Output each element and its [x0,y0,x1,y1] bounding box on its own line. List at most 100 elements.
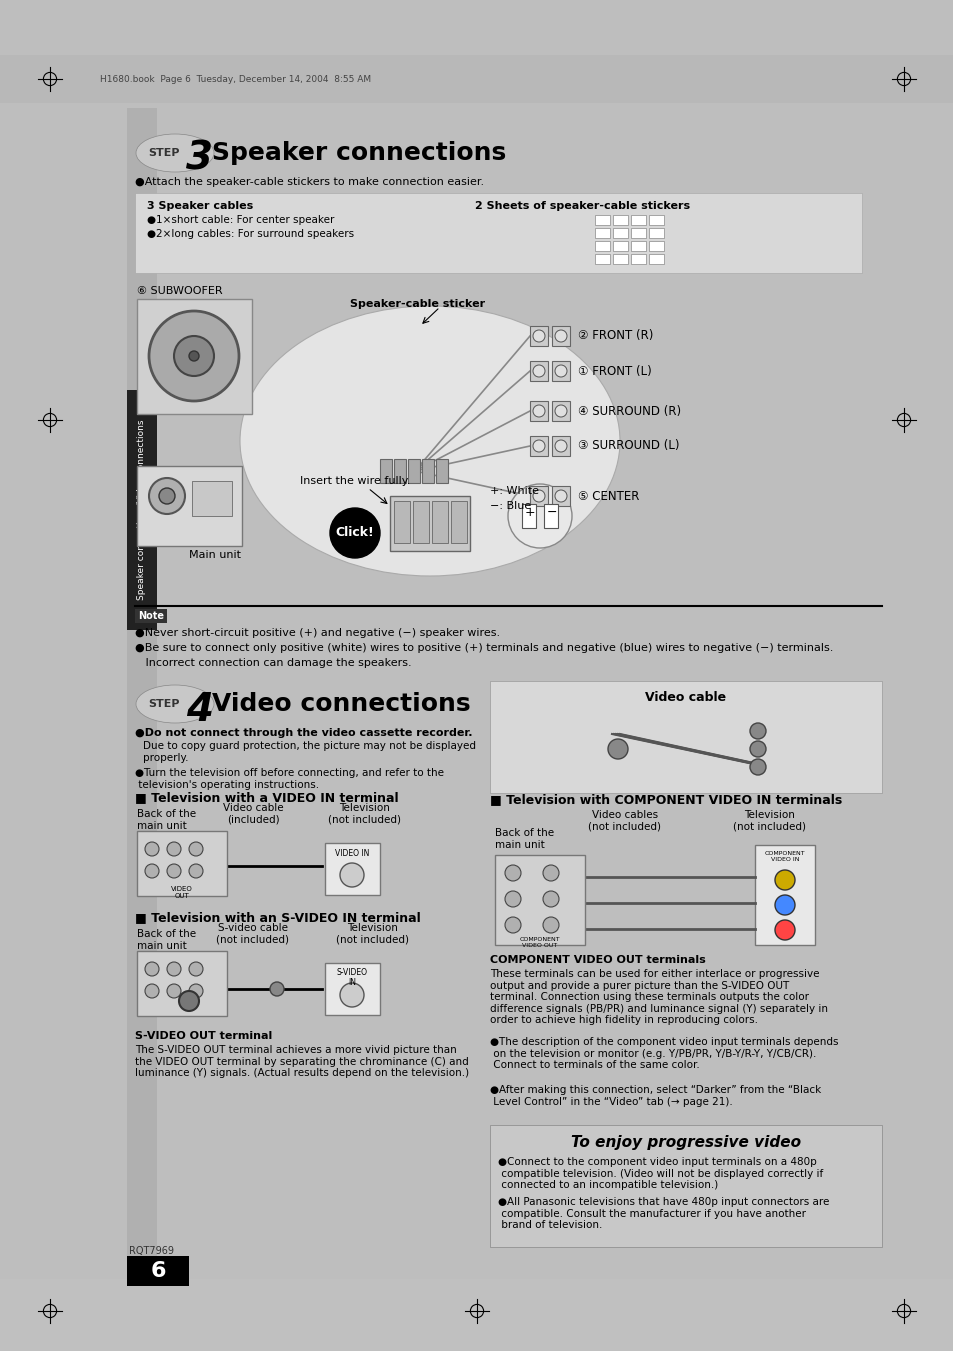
Text: Note: Note [138,611,164,621]
Circle shape [189,842,203,857]
FancyBboxPatch shape [127,390,157,630]
Text: ■ Television with a VIDEO IN terminal: ■ Television with a VIDEO IN terminal [135,790,398,804]
Circle shape [774,894,794,915]
FancyBboxPatch shape [379,459,392,484]
Text: ●The description of the component video input terminals depends
 on the televisi: ●The description of the component video … [490,1038,838,1070]
Text: 3: 3 [186,141,213,178]
FancyBboxPatch shape [595,228,609,238]
FancyBboxPatch shape [595,254,609,263]
Circle shape [749,740,765,757]
FancyBboxPatch shape [127,108,157,1271]
FancyBboxPatch shape [530,326,547,346]
Circle shape [555,405,566,417]
Circle shape [533,365,544,377]
Circle shape [542,865,558,881]
Circle shape [533,440,544,453]
FancyBboxPatch shape [432,501,448,543]
Text: S-video cable
(not included): S-video cable (not included) [216,923,289,944]
Text: properly.: properly. [143,753,189,763]
Text: ② FRONT (R): ② FRONT (R) [578,330,653,343]
FancyBboxPatch shape [436,459,448,484]
Text: Television
(not included): Television (not included) [328,802,401,824]
Text: Back of the
main unit: Back of the main unit [137,809,196,831]
Text: 4: 4 [186,690,213,730]
Circle shape [149,311,239,401]
Text: Incorrect connection can damage the speakers.: Incorrect connection can damage the spea… [135,658,411,667]
Text: Click!: Click! [335,527,374,539]
FancyBboxPatch shape [137,466,242,546]
FancyBboxPatch shape [648,254,663,263]
FancyBboxPatch shape [495,855,584,944]
Text: RQT7969: RQT7969 [129,1246,173,1256]
FancyBboxPatch shape [648,228,663,238]
Circle shape [270,982,284,996]
Text: ●After making this connection, select “Darker” from the “Black
 Level Control” i: ●After making this connection, select “D… [490,1085,821,1106]
FancyBboxPatch shape [648,240,663,251]
Circle shape [774,870,794,890]
Text: ●Connect to the component video input terminals on a 480p
 compatible television: ●Connect to the component video input te… [497,1156,822,1190]
Text: ●Turn the television off before connecting, and refer to the
 television's opera: ●Turn the television off before connecti… [135,767,443,789]
FancyBboxPatch shape [530,401,547,422]
FancyBboxPatch shape [451,501,467,543]
Circle shape [189,351,199,361]
Circle shape [542,892,558,907]
FancyBboxPatch shape [394,459,406,484]
Text: Due to copy guard protection, the picture may not be displayed: Due to copy guard protection, the pictur… [143,740,476,751]
FancyBboxPatch shape [530,361,547,381]
FancyBboxPatch shape [421,459,434,484]
Text: To enjoy progressive video: To enjoy progressive video [570,1135,801,1150]
Circle shape [145,962,159,975]
Text: −: − [546,505,557,519]
FancyBboxPatch shape [648,215,663,226]
Circle shape [167,962,181,975]
FancyBboxPatch shape [137,831,227,896]
Text: ③ SURROUND (L): ③ SURROUND (L) [578,439,679,453]
Text: Speaker connections/Video connections: Speaker connections/Video connections [137,420,147,600]
Circle shape [749,723,765,739]
Text: ④ SURROUND (R): ④ SURROUND (R) [578,404,680,417]
FancyBboxPatch shape [0,55,953,103]
Circle shape [189,865,203,878]
FancyBboxPatch shape [595,240,609,251]
FancyBboxPatch shape [137,299,252,413]
Circle shape [189,962,203,975]
FancyBboxPatch shape [630,215,645,226]
FancyBboxPatch shape [552,486,569,507]
Text: H1680.book  Page 6  Tuesday, December 14, 2004  8:55 AM: H1680.book Page 6 Tuesday, December 14, … [100,74,371,84]
Circle shape [555,330,566,342]
Ellipse shape [136,685,213,723]
FancyBboxPatch shape [754,844,814,944]
FancyBboxPatch shape [613,254,627,263]
FancyBboxPatch shape [135,193,862,273]
Circle shape [555,490,566,503]
Text: ●1×short cable: For center speaker: ●1×short cable: For center speaker [147,215,334,226]
Text: Back of the
main unit: Back of the main unit [137,929,196,951]
Circle shape [149,478,185,513]
Text: Television
(not included): Television (not included) [733,811,805,832]
FancyBboxPatch shape [490,1125,882,1247]
FancyBboxPatch shape [552,436,569,457]
Text: Video cables
(not included): Video cables (not included) [588,811,660,832]
FancyBboxPatch shape [552,401,569,422]
Text: STEP: STEP [148,149,179,158]
Circle shape [774,920,794,940]
Text: Back of the
main unit: Back of the main unit [495,828,554,850]
Circle shape [167,842,181,857]
Circle shape [339,984,364,1006]
FancyBboxPatch shape [630,240,645,251]
Text: S-VIDEO OUT terminal: S-VIDEO OUT terminal [135,1031,272,1042]
Text: 2 Sheets of speaker-cable stickers: 2 Sheets of speaker-cable stickers [475,201,689,211]
Ellipse shape [240,305,619,576]
Text: ●Be sure to connect only positive (white) wires to positive (+) terminals and ne: ●Be sure to connect only positive (white… [135,643,833,653]
Circle shape [189,984,203,998]
Circle shape [145,865,159,878]
Text: COMPONENT
VIDEO IN: COMPONENT VIDEO IN [764,851,804,862]
Text: Insert the wire fully.: Insert the wire fully. [299,476,410,486]
Text: −: Blue: −: Blue [490,501,531,511]
Text: 6: 6 [150,1260,166,1281]
Circle shape [339,863,364,888]
FancyBboxPatch shape [613,228,627,238]
FancyBboxPatch shape [630,228,645,238]
Text: VIDEO IN: VIDEO IN [335,848,369,858]
Text: COMPONENT VIDEO OUT terminals: COMPONENT VIDEO OUT terminals [490,955,705,965]
